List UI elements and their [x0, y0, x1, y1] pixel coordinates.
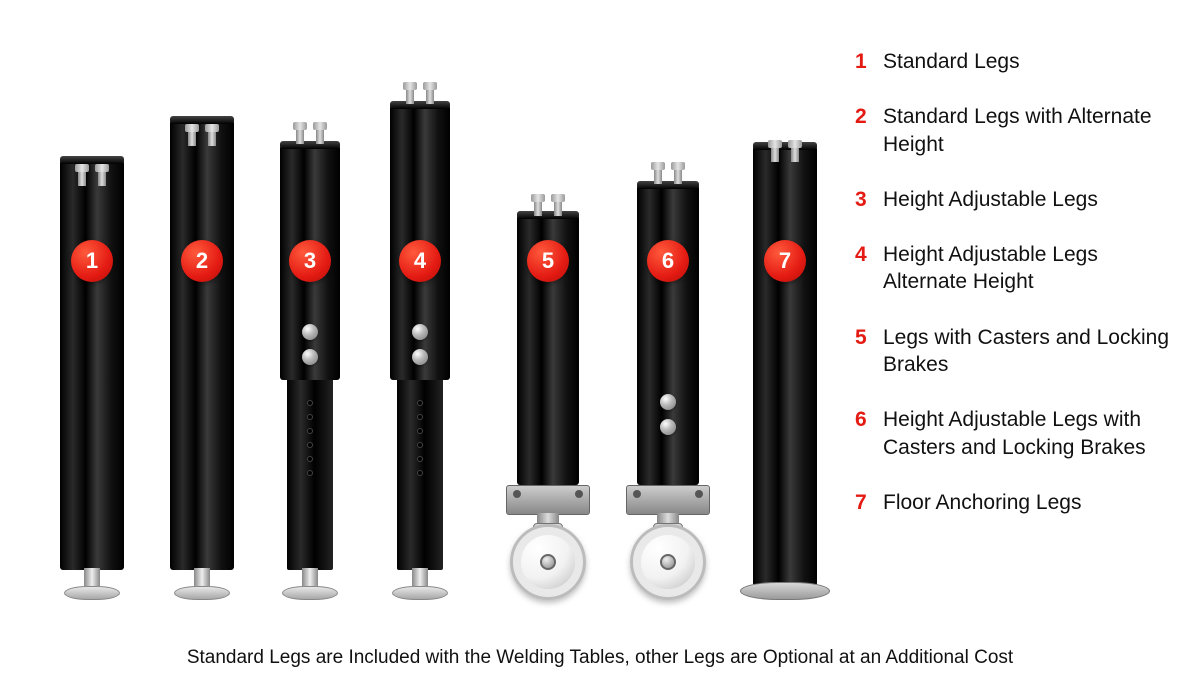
leg-5: 5 [500, 180, 596, 600]
adjust-knob-icon [302, 324, 318, 340]
badge-3: 3 [289, 240, 331, 282]
badge-6-num: 6 [662, 248, 674, 274]
caster-icon [620, 485, 716, 600]
badge-4: 4 [399, 240, 441, 282]
adjust-knob-icon [660, 419, 676, 435]
legend-item: 7Floor Anchoring Legs [855, 489, 1180, 516]
legend-label: Height Adjustable Legs [883, 186, 1098, 213]
legend-item: 3Height Adjustable Legs [855, 186, 1180, 213]
floor-flange-icon [740, 582, 830, 600]
badge-1: 1 [71, 240, 113, 282]
legend-label: Standard Legs [883, 48, 1020, 75]
legend-item: 2Standard Legs with Alternate Height [855, 103, 1180, 158]
legend: 1Standard Legs 2Standard Legs with Alter… [855, 48, 1180, 544]
legend-num: 4 [855, 241, 883, 296]
adjust-knob-icon [302, 349, 318, 365]
adjust-knob-icon [412, 349, 428, 365]
adjust-knob-icon [412, 324, 428, 340]
legend-item: 5Legs with Casters and Locking Brakes [855, 324, 1180, 379]
adjust-knob-icon [660, 394, 676, 410]
badge-7-num: 7 [779, 248, 791, 274]
legend-label: Floor Anchoring Legs [883, 489, 1081, 516]
legend-label: Height Adjustable Legs with Casters and … [883, 406, 1180, 461]
leg-7: 7 [740, 130, 830, 600]
badge-6: 6 [647, 240, 689, 282]
legend-item: 6Height Adjustable Legs with Casters and… [855, 406, 1180, 461]
badge-3-num: 3 [304, 248, 316, 274]
badge-4-num: 4 [414, 248, 426, 274]
legend-num: 5 [855, 324, 883, 379]
badge-7: 7 [764, 240, 806, 282]
legend-num: 6 [855, 406, 883, 461]
legs-illustration: 1 2 3 4 [30, 40, 850, 600]
leg-2: 2 [170, 110, 234, 600]
legend-label: Legs with Casters and Locking Brakes [883, 324, 1180, 379]
badge-5: 5 [527, 240, 569, 282]
leg-4: 4 [390, 100, 450, 600]
badge-2: 2 [181, 240, 223, 282]
badge-2-num: 2 [196, 248, 208, 274]
leg-1: 1 [60, 150, 124, 600]
leg-3: 3 [280, 140, 340, 600]
legend-num: 7 [855, 489, 883, 516]
legend-item: 4Height Adjustable Legs Alternate Height [855, 241, 1180, 296]
legend-item: 1Standard Legs [855, 48, 1180, 75]
badge-1-num: 1 [86, 248, 98, 274]
badge-5-num: 5 [542, 248, 554, 274]
legend-label: Height Adjustable Legs Alternate Height [883, 241, 1180, 296]
legend-num: 3 [855, 186, 883, 213]
leg-6: 6 [620, 110, 716, 600]
caster-icon [500, 485, 596, 600]
legend-label: Standard Legs with Alternate Height [883, 103, 1180, 158]
legend-num: 2 [855, 103, 883, 158]
legend-num: 1 [855, 48, 883, 75]
footnote: Standard Legs are Included with the Weld… [0, 647, 1200, 669]
